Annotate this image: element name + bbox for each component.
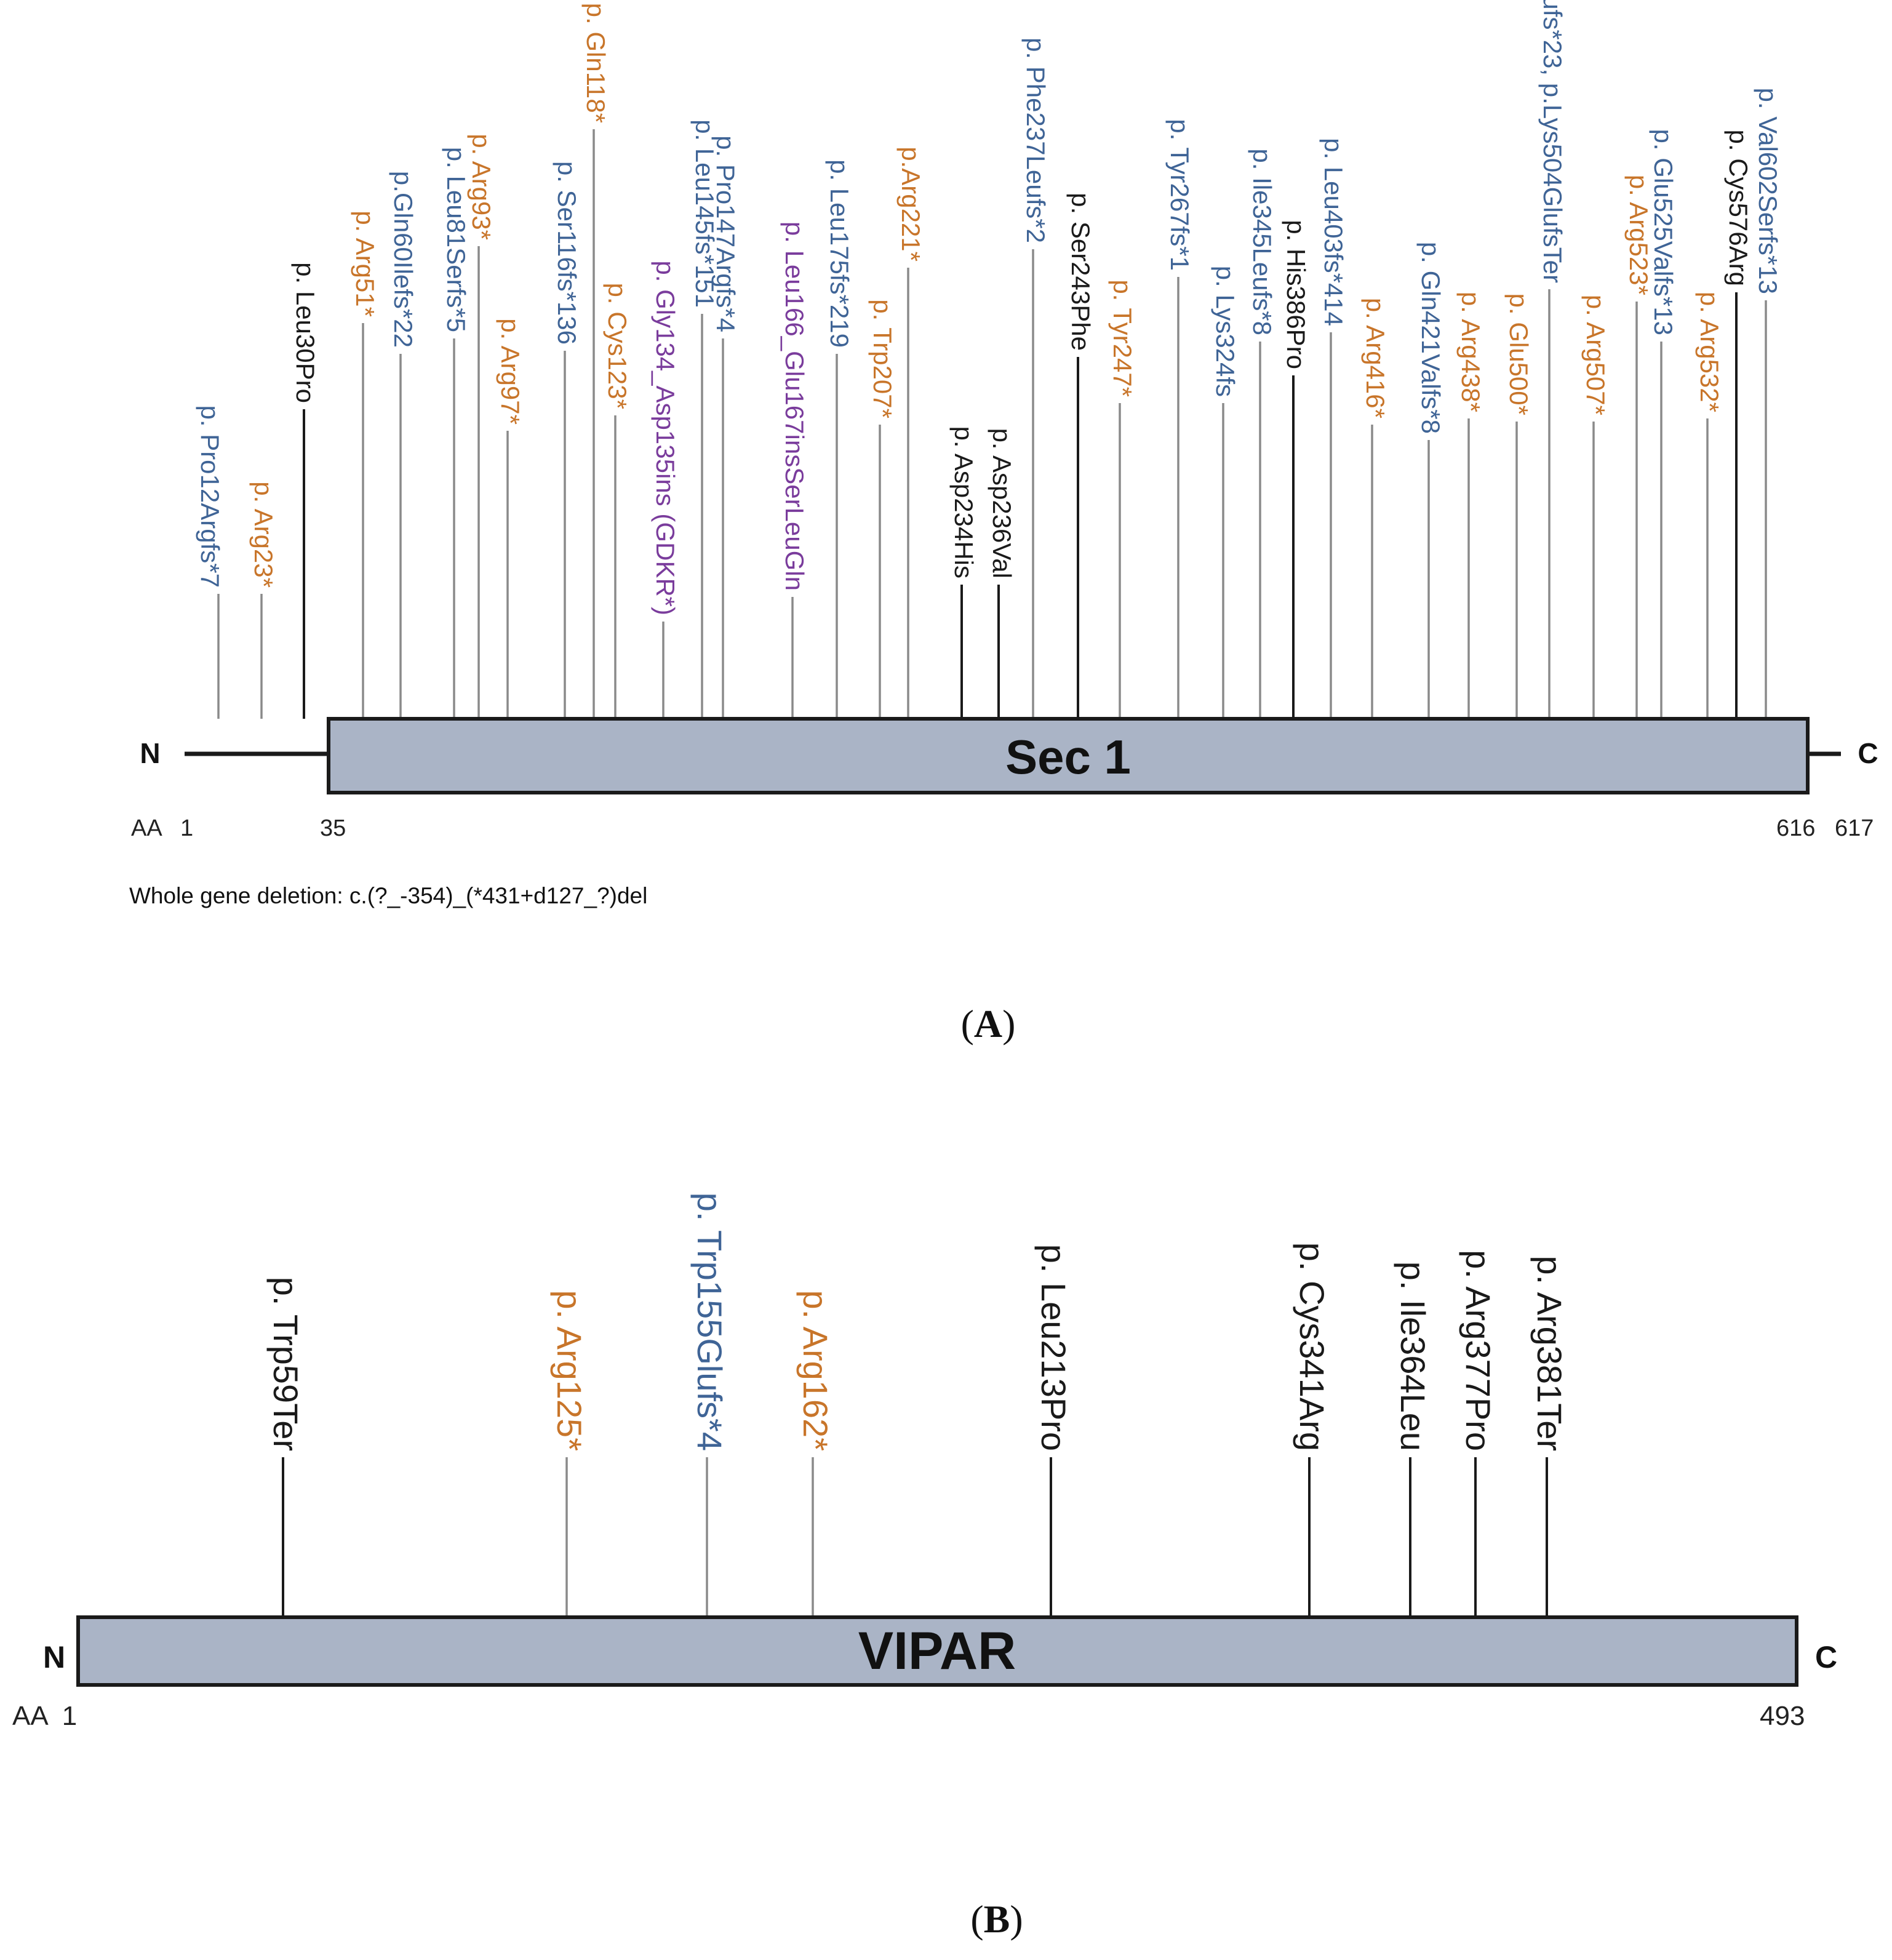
vipar-mutation-label: p. Trp155Glufs*4 bbox=[690, 1193, 729, 1451]
mutation-label: p. Lys504Glufs*23, p.Lys504GlufsTer bbox=[1538, 0, 1567, 283]
mutation-label: p. Cys123* bbox=[603, 283, 632, 409]
mutation-label: p. Leu175fs*219 bbox=[825, 159, 854, 348]
panel-a-stems bbox=[217, 129, 1767, 719]
mutation-label: p. Pro147Argfs*4 bbox=[711, 135, 740, 332]
n-terminus-label-b: N bbox=[43, 1640, 65, 1674]
aa-end-label-b: 493 bbox=[1760, 1701, 1805, 1731]
panel-label-a: (A) bbox=[961, 1002, 1016, 1046]
vipar-mutation-label: p. Arg162* bbox=[796, 1290, 835, 1451]
mutation-label: p.Arg221* bbox=[896, 146, 925, 262]
mutation-label: p. Leu145fs*151 bbox=[690, 119, 719, 308]
mutation-label: p. Asp236Val bbox=[988, 428, 1016, 578]
mutation-label: p. Glu500* bbox=[1504, 294, 1533, 415]
mutation-label: p. His386Pro bbox=[1282, 220, 1311, 369]
mutation-label: p. Ile345Leufs*8 bbox=[1248, 148, 1277, 335]
panel-b-stems bbox=[282, 1457, 1548, 1617]
mutation-label: p. Ser243Phe bbox=[1066, 193, 1095, 351]
domain-name-sec1: Sec 1 bbox=[1005, 730, 1131, 784]
mutation-label: p. Gln421Valfs*8 bbox=[1416, 242, 1445, 434]
vipar-mutation-label: p. Ile364Leu bbox=[1394, 1262, 1432, 1451]
mutation-label: p. Leu81Serfs*5 bbox=[442, 147, 471, 332]
panel-a: Sec 1 N C AA 1 35 616 617 Whole gene del… bbox=[129, 0, 1878, 1046]
mutation-label: p. Gln118* bbox=[581, 3, 610, 123]
vipar-mutation-label: p. Trp59Ter bbox=[266, 1277, 305, 1451]
panel-b: VIPAR N C AA 1 493 p. Trp59Ter p. Arg125*… bbox=[12, 1193, 1837, 1941]
mutation-label: p. Arg93* bbox=[467, 134, 496, 240]
mutation-label: p. Arg507* bbox=[1581, 295, 1610, 415]
panel-label-b: (B) bbox=[970, 1897, 1023, 1941]
aa-tick-616: 616 bbox=[1776, 815, 1815, 841]
aa-tick-35: 35 bbox=[320, 815, 346, 841]
n-terminus-label: N bbox=[140, 737, 160, 769]
vipar-mutation-label: p. Arg377Pro bbox=[1459, 1250, 1498, 1451]
c-terminus-label-b: C bbox=[1815, 1640, 1837, 1674]
mutation-label: p. Phe237Leufs*2 bbox=[1021, 38, 1050, 243]
aa-tick-1: 1 bbox=[180, 815, 193, 841]
vipar-domain-box bbox=[76, 1615, 1798, 1687]
mutation-label: p. Tyr247* bbox=[1108, 279, 1137, 397]
vipar-mutation-label: p. Arg381Ter bbox=[1530, 1255, 1569, 1451]
sec1-domain-box bbox=[327, 717, 1810, 794]
mutation-label: p. Leu166_Glu167insSerLeuGln bbox=[780, 222, 809, 591]
vipar-mutation-label: p. Arg125* bbox=[550, 1290, 589, 1451]
panel-a-mutation-labels: p. Pro12Argfs*7 p. Arg23* p. Leu30Pro p. Ar… bbox=[196, 0, 1782, 615]
aa-tick-617: 617 bbox=[1835, 815, 1874, 841]
mutation-label: p. Arg523* bbox=[1624, 175, 1653, 295]
mutation-label: p. Leu403fs*414 bbox=[1319, 138, 1348, 326]
mutation-label: p.Gln60Ilefs*22 bbox=[389, 171, 418, 348]
mutation-label: p. Val602Serfs*13 bbox=[1754, 88, 1782, 294]
mutation-label: p. Gly134_Asp135ins (GDKR*) bbox=[651, 260, 680, 615]
mutation-label: p. Arg532* bbox=[1695, 292, 1724, 412]
mutation-label: p. Leu30Pro bbox=[291, 262, 320, 403]
c-terminus-label: C bbox=[1858, 737, 1878, 769]
mutation-label: p. Cys576Arg bbox=[1724, 130, 1753, 286]
mutation-label: p. Arg51* bbox=[351, 210, 380, 317]
whole-gene-deletion-note: Whole gene deletion: c.(?_-354)_(*431+d1… bbox=[129, 883, 647, 908]
mutation-label: p. Lys324fs bbox=[1211, 266, 1240, 397]
domain-name-vipar: VIPAR bbox=[858, 1622, 1016, 1681]
mutation-label: p. Asp234His bbox=[949, 426, 978, 579]
mutation-label: p. Arg438* bbox=[1456, 292, 1485, 412]
mutation-label: p. Ser116fs*136 bbox=[553, 161, 581, 345]
vipar-mutation-label: p. Leu213Pro bbox=[1034, 1244, 1073, 1451]
mutation-label: p. Tyr267fs*1 bbox=[1165, 119, 1194, 271]
aa-axis-prefix: AA bbox=[131, 815, 162, 841]
mutation-label: p. Pro12Argfs*7 bbox=[196, 405, 225, 588]
mutation-label: p. Glu525Valfs*13 bbox=[1649, 129, 1678, 335]
aa-start-label-b: AA 1 bbox=[12, 1701, 77, 1731]
mutation-label: p. Trp207* bbox=[868, 299, 897, 418]
mutation-label: p. Arg97* bbox=[496, 318, 525, 425]
vipar-mutation-label: p. Cys341Arg bbox=[1293, 1242, 1331, 1451]
mutation-label: p. Arg416* bbox=[1361, 298, 1390, 418]
mutation-label: p. Arg23* bbox=[249, 481, 278, 588]
panel-b-mutation-labels: p. Trp59Ter p. Arg125* p. Trp155Glufs*4 p. … bbox=[266, 1193, 1569, 1451]
